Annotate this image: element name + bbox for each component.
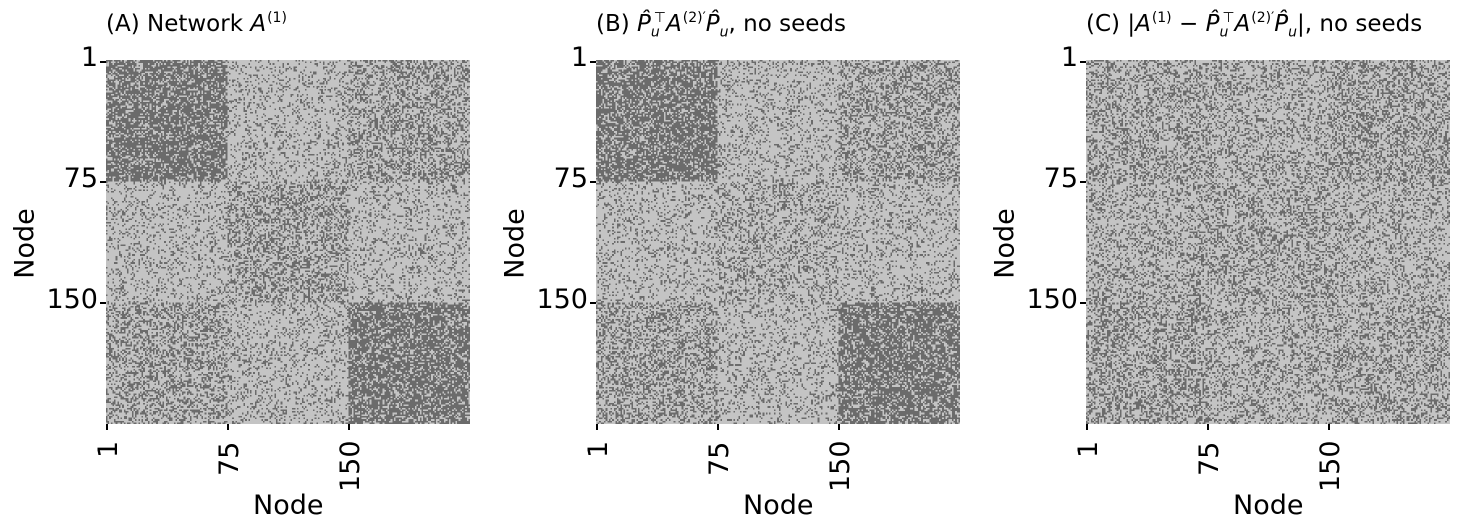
heatmap-a-svg xyxy=(106,60,470,424)
y-tick-label: 1 xyxy=(80,42,98,73)
x-tick-label: 75 xyxy=(1194,441,1225,476)
panel-b: (B) P̂u⊤A(2)′P̂u, no seeds Node 1 75 150… xyxy=(490,0,970,531)
heatmap-c xyxy=(1086,60,1450,424)
x-tick-label: 1 xyxy=(93,440,124,458)
x-tick-label: 150 xyxy=(825,440,856,492)
heatmap-c-svg xyxy=(1086,60,1450,424)
x-tick-mark xyxy=(348,424,350,430)
y-tick-mark xyxy=(1080,61,1086,63)
heatmap-edge-cells xyxy=(106,60,470,424)
x-axis-label: Node xyxy=(743,490,814,521)
y-tick-mark xyxy=(1080,302,1086,304)
x-tick-mark xyxy=(838,424,840,430)
x-tick-label: 75 xyxy=(704,441,735,476)
y-axis-label: Node xyxy=(989,208,1021,279)
x-tick-label: 150 xyxy=(1315,440,1346,492)
x-tick-mark xyxy=(227,424,229,430)
y-axis-label: Node xyxy=(9,208,41,279)
y-tick-label: 75 xyxy=(63,163,98,194)
panel-b-title: (B) P̂u⊤A(2)′P̂u, no seeds xyxy=(596,10,846,41)
x-tick-mark xyxy=(106,424,108,430)
y-tick-label: 1 xyxy=(570,42,588,73)
y-tick-label: 150 xyxy=(46,284,98,315)
panel-a-title-superscript: (1) xyxy=(267,10,287,26)
panel-a-title: (A) Network A(1) xyxy=(106,10,287,37)
x-tick-mark xyxy=(1328,424,1330,430)
panel-a: (A) Network A(1) Node 1 75 150 1 75 150 … xyxy=(0,0,480,531)
x-tick-label: 150 xyxy=(335,440,366,492)
y-tick-mark xyxy=(590,61,596,63)
y-tick-label: 150 xyxy=(536,284,588,315)
y-tick-mark xyxy=(590,181,596,183)
heatmap-edge-cells xyxy=(596,60,960,424)
y-tick-mark xyxy=(590,302,596,304)
y-tick-mark xyxy=(100,61,106,63)
y-tick-mark xyxy=(100,181,106,183)
y-tick-label: 75 xyxy=(1043,163,1078,194)
panel-c-title: (C) |A(1) − P̂u⊤A(2)′P̂u|, no seeds xyxy=(1086,10,1423,41)
x-axis-label: Node xyxy=(1233,490,1304,521)
y-tick-label: 1 xyxy=(1060,42,1078,73)
heatmap-b xyxy=(596,60,960,424)
y-tick-label: 75 xyxy=(553,163,588,194)
heatmap-edge-cells xyxy=(1086,60,1450,424)
x-tick-label: 1 xyxy=(1073,440,1104,458)
panel-c: (C) |A(1) − P̂u⊤A(2)′P̂u|, no seeds Node… xyxy=(980,0,1460,531)
x-axis-label: Node xyxy=(253,490,324,521)
y-tick-label: 150 xyxy=(1026,284,1078,315)
x-tick-mark xyxy=(1207,424,1209,430)
x-tick-mark xyxy=(1086,424,1088,430)
heatmap-b-svg xyxy=(596,60,960,424)
x-tick-label: 75 xyxy=(214,441,245,476)
x-tick-mark xyxy=(596,424,598,430)
x-tick-mark xyxy=(717,424,719,430)
panel-a-title-symbol: A xyxy=(250,11,267,37)
y-tick-mark xyxy=(1080,181,1086,183)
x-tick-label: 1 xyxy=(583,440,614,458)
heatmap-a xyxy=(106,60,470,424)
y-axis-label: Node xyxy=(499,208,531,279)
panel-a-title-prefix: (A) Network xyxy=(106,11,251,37)
y-tick-mark xyxy=(100,302,106,304)
